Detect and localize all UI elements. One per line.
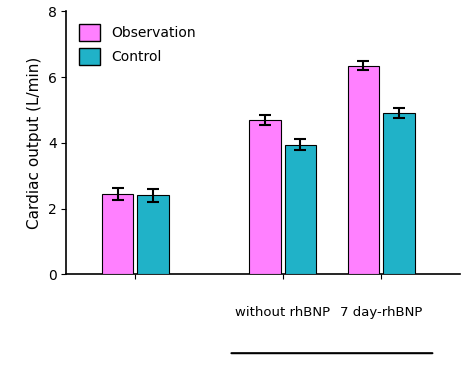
Bar	[249, 120, 281, 274]
Y-axis label: Cardiac output (L/min): Cardiac output (L/min)	[27, 57, 42, 229]
Text: 7 day-rhBNP: 7 day-rhBNP	[340, 306, 422, 319]
Text: without rhBNP: without rhBNP	[235, 306, 330, 319]
Bar	[102, 194, 133, 274]
Bar	[383, 113, 415, 274]
Bar	[347, 66, 379, 274]
Bar	[285, 144, 316, 274]
Legend: Observation, Control: Observation, Control	[73, 18, 201, 70]
Bar	[137, 195, 169, 274]
